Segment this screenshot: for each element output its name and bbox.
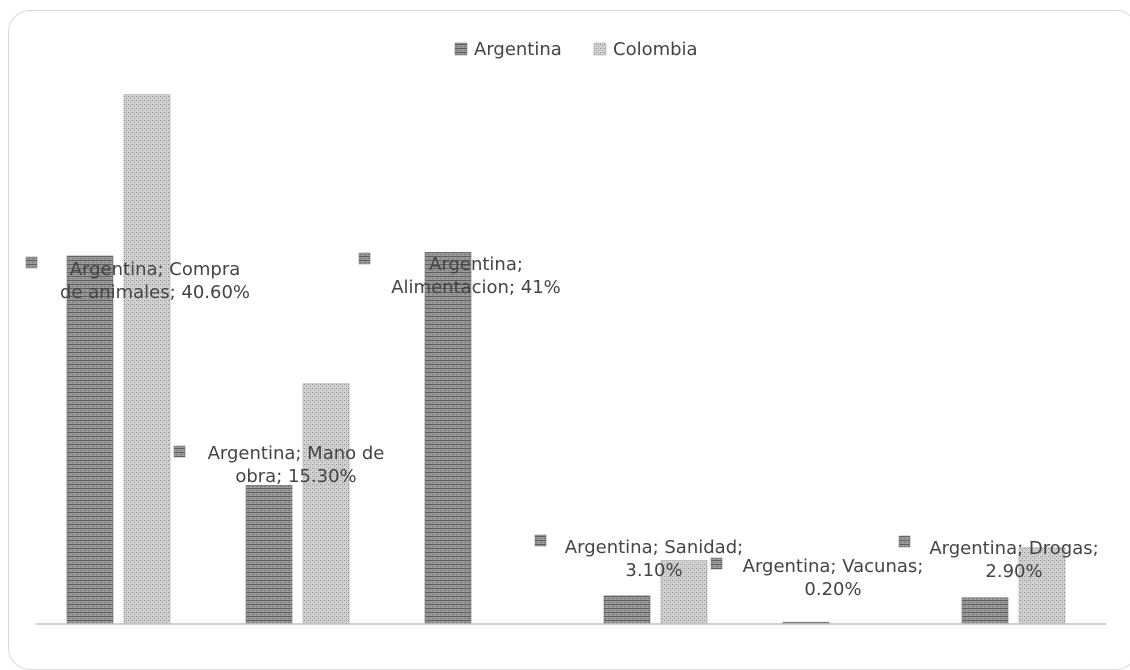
legend-label-colombia: Colombia (613, 39, 698, 60)
bar-colombia-1 (302, 383, 350, 625)
data-label-key-0 (25, 256, 38, 269)
data-label-0-line-1: de animales; 40.60% (60, 282, 250, 303)
data-label-2-line-0: Argentina; (429, 254, 523, 275)
bar-argentina-3 (603, 595, 651, 625)
data-label-4-line-0: Argentina; Vacunas; (743, 556, 924, 577)
data-label-4-line-1: 0.20% (804, 579, 861, 600)
data-label-key-4 (710, 557, 723, 570)
data-label-3-line-1: 3.10% (625, 560, 682, 581)
bar-colombia-0 (123, 94, 171, 625)
data-label-key-5 (898, 535, 911, 548)
bar-argentina-2 (424, 252, 472, 625)
data-label-key-3 (534, 534, 547, 547)
data-label-1-line-1: obra; 15.30% (235, 466, 356, 487)
bar-colombia-5 (1018, 547, 1066, 625)
bar-colombia-3 (660, 560, 708, 625)
data-label-5-line-1: 2.90% (985, 561, 1042, 582)
data-label-2-line-1: Alimentacion; 41% (391, 277, 561, 298)
bar-argentina-0 (66, 255, 114, 625)
bar-argentina-5 (961, 597, 1009, 625)
legend-label-argentina: Argentina (474, 39, 562, 60)
data-label-0-line-0: Argentina; Compra (70, 259, 241, 280)
data-label-key-1 (173, 445, 186, 458)
data-label-key-2 (358, 252, 371, 265)
legend-swatch-colombia (593, 42, 607, 56)
legend: Argentina Colombia (454, 39, 698, 60)
legend-swatch-argentina (454, 42, 468, 56)
bar-argentina-1 (245, 485, 293, 625)
data-label-3-line-0: Argentina; Sanidad; (565, 537, 743, 558)
data-label-5-line-0: Argentina; Drogas; (929, 538, 1098, 559)
chart-frame (8, 10, 1130, 670)
data-label-1-line-0: Argentina; Mano de (208, 443, 385, 464)
